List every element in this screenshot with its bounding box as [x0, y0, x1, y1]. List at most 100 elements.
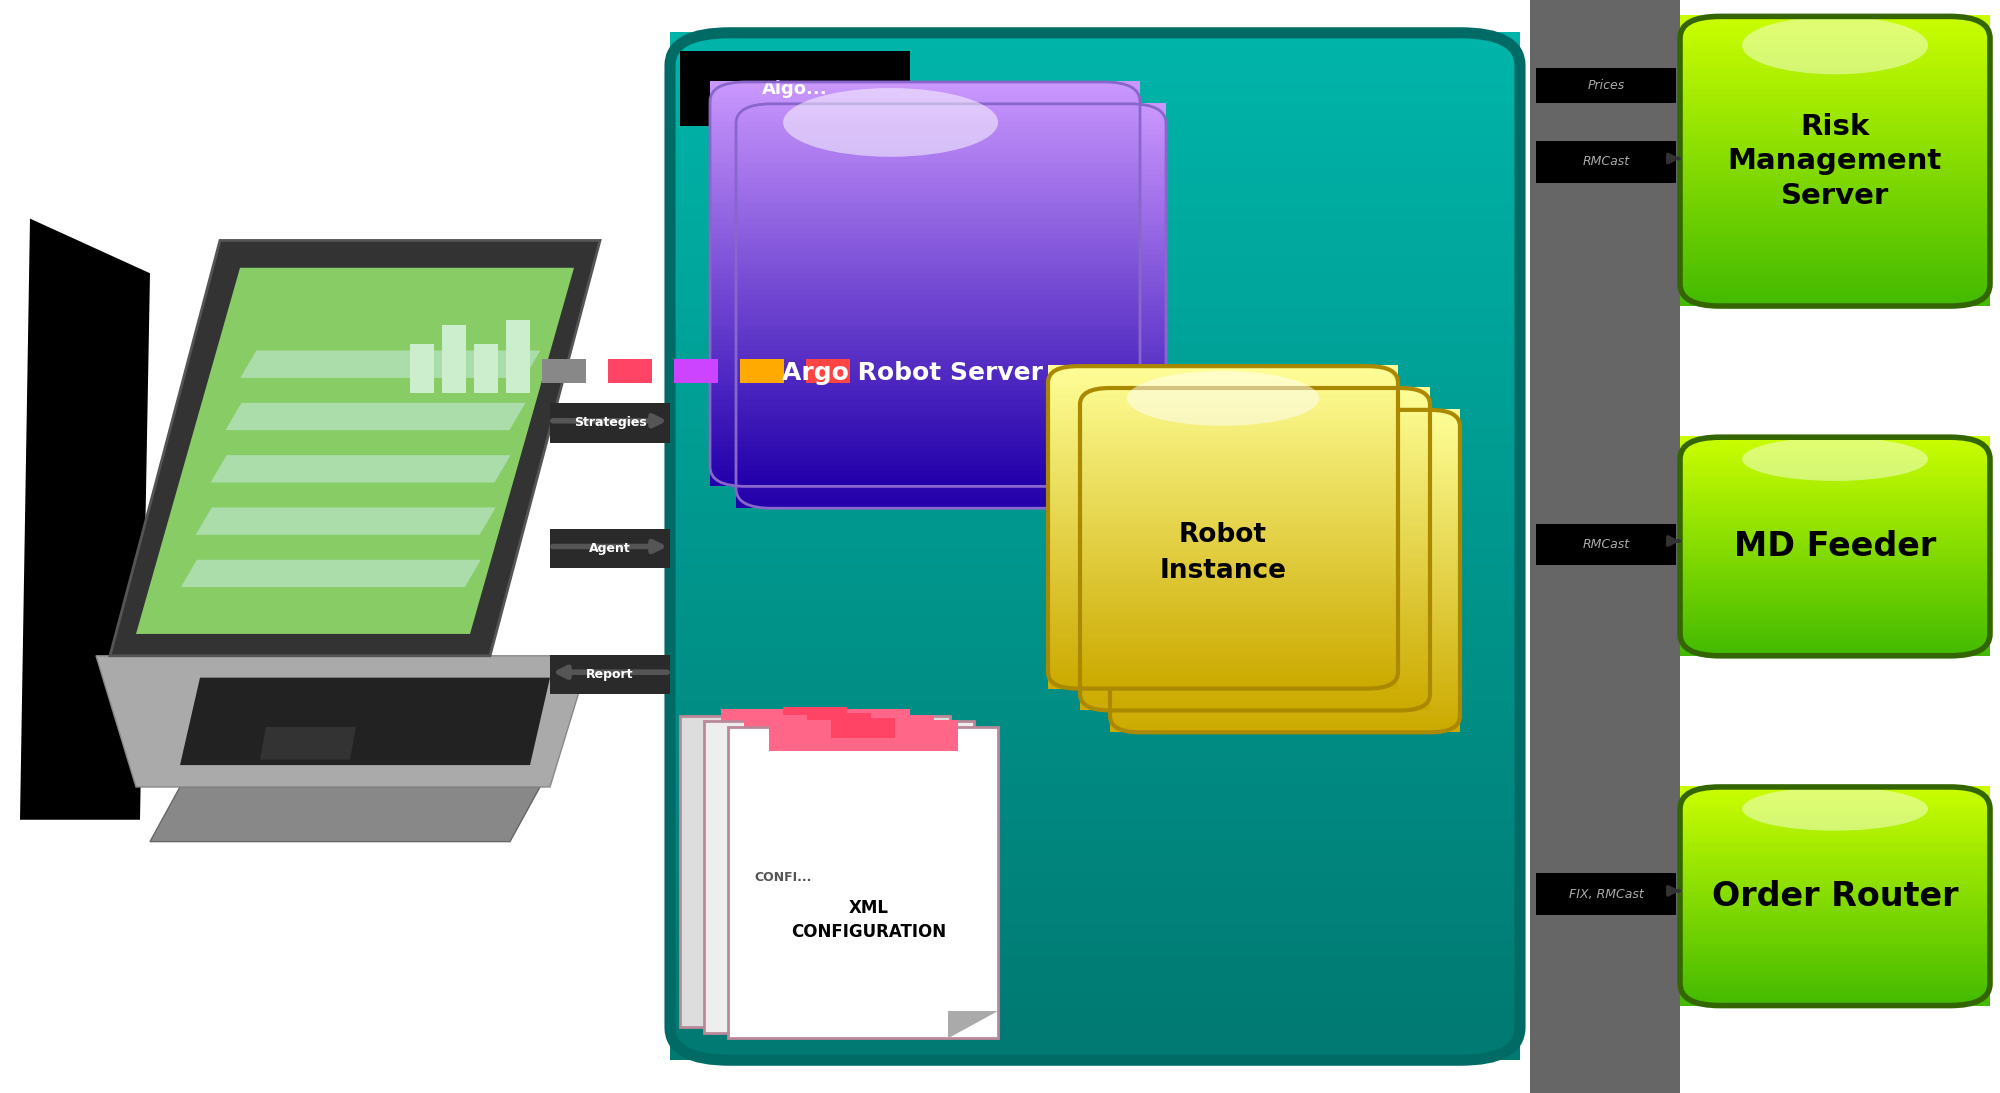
Bar — [1080, 705, 1430, 710]
Bar — [1080, 387, 1430, 392]
Bar — [1680, 520, 1990, 525]
Text: Prices: Prices — [1588, 79, 1624, 92]
Bar — [736, 426, 1166, 433]
Bar — [1048, 498, 1398, 504]
Bar — [1048, 660, 1398, 666]
Bar — [670, 409, 1520, 426]
Bar — [1680, 450, 1990, 456]
Bar — [710, 121, 1140, 128]
Bar — [1048, 632, 1398, 638]
Text: RMCast: RMCast — [1582, 538, 1630, 551]
Bar — [1080, 668, 1430, 673]
Bar — [1080, 410, 1430, 415]
Bar — [1680, 619, 1990, 623]
Bar — [670, 357, 1520, 375]
Text: FIX, RMCast: FIX, RMCast — [1568, 888, 1644, 901]
Bar — [670, 101, 1520, 118]
Bar — [1680, 469, 1990, 473]
Bar — [1048, 586, 1398, 592]
Bar — [1680, 571, 1990, 576]
Bar — [1048, 656, 1398, 661]
Bar — [1080, 649, 1430, 655]
Bar — [1680, 1001, 1990, 1006]
Bar — [1680, 815, 1990, 820]
Bar — [736, 421, 1166, 427]
Bar — [710, 324, 1140, 330]
Polygon shape — [196, 507, 496, 534]
Bar — [1680, 630, 1990, 634]
Bar — [1680, 947, 1990, 951]
Bar — [1110, 607, 1460, 612]
Bar — [710, 374, 1140, 380]
Bar — [1680, 213, 1990, 220]
Bar — [1048, 554, 1398, 560]
Bar — [736, 285, 1166, 291]
Bar — [710, 208, 1140, 213]
Bar — [1080, 525, 1430, 531]
Bar — [1680, 917, 1990, 921]
Bar — [410, 344, 434, 393]
Bar — [710, 183, 1140, 188]
Bar — [670, 443, 1520, 461]
Bar — [1680, 914, 1990, 918]
Bar — [1680, 487, 1990, 492]
Bar — [670, 134, 1520, 153]
Bar — [1080, 631, 1430, 637]
Bar — [670, 460, 1520, 478]
Bar — [1080, 424, 1430, 430]
Bar — [736, 184, 1166, 190]
Bar — [736, 168, 1166, 175]
Bar — [1680, 243, 1990, 248]
Bar — [1680, 179, 1990, 186]
Bar — [736, 234, 1166, 240]
Bar — [1080, 695, 1430, 702]
Polygon shape — [150, 787, 540, 842]
Polygon shape — [96, 656, 590, 787]
Bar — [1680, 560, 1990, 565]
Bar — [670, 203, 1520, 221]
Bar — [1680, 564, 1990, 568]
Bar — [1680, 185, 1990, 190]
Bar — [1080, 557, 1430, 563]
Bar — [736, 219, 1166, 225]
Bar — [710, 359, 1140, 365]
Bar — [736, 103, 1166, 109]
Bar — [710, 162, 1140, 168]
Bar — [670, 939, 1520, 957]
Bar — [1048, 577, 1398, 583]
Bar — [1680, 636, 1990, 642]
Bar — [710, 106, 1140, 113]
Bar — [1680, 69, 1990, 74]
Bar — [670, 717, 1520, 734]
Bar — [1110, 492, 1460, 497]
Bar — [1048, 623, 1398, 628]
Bar — [1680, 267, 1990, 272]
Bar — [1680, 477, 1990, 481]
Bar — [1680, 939, 1990, 943]
Bar — [1680, 494, 1990, 500]
Bar — [670, 700, 1520, 718]
Bar — [710, 273, 1140, 279]
Bar — [1680, 271, 1990, 278]
Text: Strategies: Strategies — [574, 416, 646, 430]
Bar — [1110, 418, 1460, 424]
Bar — [710, 177, 1140, 184]
Bar — [1536, 141, 1676, 183]
Bar — [1110, 515, 1460, 520]
Text: Algo...: Algo... — [762, 80, 828, 97]
Bar — [736, 204, 1166, 210]
Bar — [670, 733, 1520, 752]
Bar — [1680, 625, 1990, 631]
Bar — [736, 477, 1166, 483]
Bar — [1080, 474, 1430, 480]
Bar — [736, 193, 1166, 200]
Bar — [1048, 438, 1398, 445]
Bar — [1080, 401, 1430, 407]
Bar — [608, 359, 652, 383]
Bar — [710, 142, 1140, 148]
Bar — [1080, 566, 1430, 573]
Bar — [1680, 873, 1990, 878]
Bar — [670, 956, 1520, 975]
Bar — [550, 655, 670, 694]
Bar — [1110, 487, 1460, 493]
